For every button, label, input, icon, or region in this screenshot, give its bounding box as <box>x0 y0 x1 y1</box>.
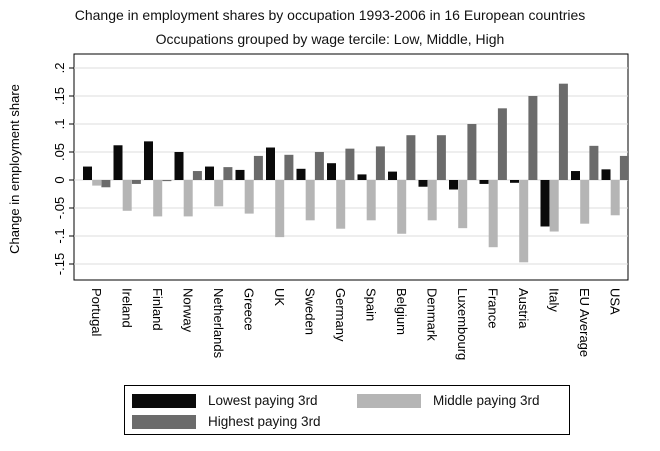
bar-highest-germany <box>345 148 355 180</box>
x-tick-label: Spain <box>363 288 378 321</box>
x-tick-label: Netherlands <box>211 288 226 359</box>
bar-highest-luxembourg <box>467 124 477 180</box>
bar-highest-usa <box>619 155 629 180</box>
bar-highest-eu-average <box>589 145 599 180</box>
x-tick-label: USA <box>607 288 622 315</box>
bar-highest-sweden <box>314 152 324 180</box>
bar-middle-usa <box>610 180 620 216</box>
legend-label-highest: Highest paying 3rd <box>208 414 321 429</box>
legend-item-middle: Middle paying 3rd <box>357 393 540 408</box>
bar-middle-ireland <box>122 180 132 211</box>
bar-middle-france <box>488 180 498 248</box>
bar-middle-germany <box>336 180 346 229</box>
bar-highest-belgium <box>406 135 416 180</box>
x-tick-label: Austria <box>516 288 531 329</box>
bar-lowest-austria <box>510 180 519 183</box>
bar-lowest-luxembourg <box>449 180 458 190</box>
y-tick-label: .15 <box>52 87 67 105</box>
chart-title: Change in employment shares by occupatio… <box>74 7 586 23</box>
bar-highest-greece <box>253 155 263 180</box>
bar-middle-eu-average <box>580 180 590 224</box>
x-tick-label: Norway <box>180 288 195 333</box>
bar-middle-denmark <box>427 180 437 221</box>
bar-highest-italy <box>558 83 568 180</box>
legend-swatch-lowest <box>132 393 196 408</box>
bar-lowest-ireland <box>113 145 123 180</box>
legend-label-middle: Middle paying 3rd <box>433 393 540 408</box>
bar-highest-france <box>497 108 507 180</box>
y-tick-label: 0 <box>52 176 67 183</box>
y-tick-label: -.1 <box>52 228 67 243</box>
legend-swatch-highest <box>132 414 196 429</box>
y-tick-label: -.05 <box>52 197 67 219</box>
bar-middle-belgium <box>397 180 407 234</box>
x-tick-label: UK <box>272 288 287 306</box>
legend-item-highest: Highest paying 3rd <box>132 414 321 429</box>
bar-lowest-usa <box>601 169 611 180</box>
bar-middle-spain <box>366 180 376 221</box>
bar-lowest-germany <box>327 163 336 180</box>
legend-label-lowest: Lowest paying 3rd <box>208 393 318 408</box>
bar-middle-greece <box>244 180 254 214</box>
y-axis-label: Change in employment share <box>7 84 22 254</box>
bar-lowest-eu-average <box>571 171 580 180</box>
bar-highest-netherlands <box>223 167 233 180</box>
x-tick-label: Greece <box>241 288 256 331</box>
bar-lowest-spain <box>357 174 367 180</box>
x-tick-label: Germany <box>333 288 348 342</box>
y-tick-label: -.15 <box>52 253 67 275</box>
bar-middle-italy <box>549 180 559 232</box>
y-tick-label: .1 <box>52 119 67 130</box>
bar-lowest-netherlands <box>205 166 214 180</box>
bar-lowest-portugal <box>83 166 92 180</box>
x-tick-label: Luxembourg <box>455 288 470 360</box>
bar-lowest-uk <box>266 147 275 180</box>
y-tick-label: .05 <box>52 143 67 161</box>
bar-middle-netherlands <box>214 180 224 207</box>
bar-lowest-belgium <box>388 171 397 180</box>
x-tick-label: Denmark <box>424 288 439 341</box>
bar-middle-portugal <box>92 180 102 186</box>
bar-middle-sweden <box>305 180 315 221</box>
x-tick-label: EU Average <box>577 288 592 357</box>
bar-middle-luxembourg <box>458 180 468 229</box>
bar-middle-finland <box>153 180 163 217</box>
bar-lowest-sweden <box>296 168 306 180</box>
chart-subtitle: Occupations grouped by wage tercile: Low… <box>155 31 505 47</box>
bar-lowest-greece <box>235 169 245 180</box>
x-tick-label: Finland <box>150 288 165 331</box>
x-tick-label: Sweden <box>302 288 317 335</box>
bar-lowest-france <box>479 180 489 184</box>
bar-highest-ireland <box>131 180 141 184</box>
bar-highest-spain <box>375 146 385 180</box>
legend-item-lowest: Lowest paying 3rd <box>132 393 318 408</box>
bar-middle-austria <box>519 180 529 263</box>
bar-lowest-denmark <box>418 180 428 187</box>
bar-highest-finland <box>162 180 172 182</box>
legend: Lowest paying 3rd Middle paying 3rd High… <box>124 385 570 435</box>
x-tick-label: Portugal <box>89 288 104 337</box>
y-tick-label: .2 <box>52 63 67 74</box>
bar-lowest-finland <box>144 141 153 180</box>
bar-highest-denmark <box>436 135 446 180</box>
bar-highest-austria <box>528 96 538 180</box>
bar-lowest-norway <box>174 152 184 180</box>
bar-highest-portugal <box>101 180 111 188</box>
x-tick-label: France <box>485 288 500 328</box>
bar-lowest-italy <box>540 180 550 227</box>
bar-middle-uk <box>275 180 285 238</box>
legend-swatch-middle <box>357 393 421 408</box>
bar-highest-norway <box>192 171 202 180</box>
x-tick-label: Italy <box>546 288 561 312</box>
x-tick-label: Belgium <box>394 288 409 335</box>
bar-highest-uk <box>284 154 294 180</box>
bar-middle-norway <box>183 180 193 217</box>
x-tick-label: Ireland <box>119 288 134 328</box>
